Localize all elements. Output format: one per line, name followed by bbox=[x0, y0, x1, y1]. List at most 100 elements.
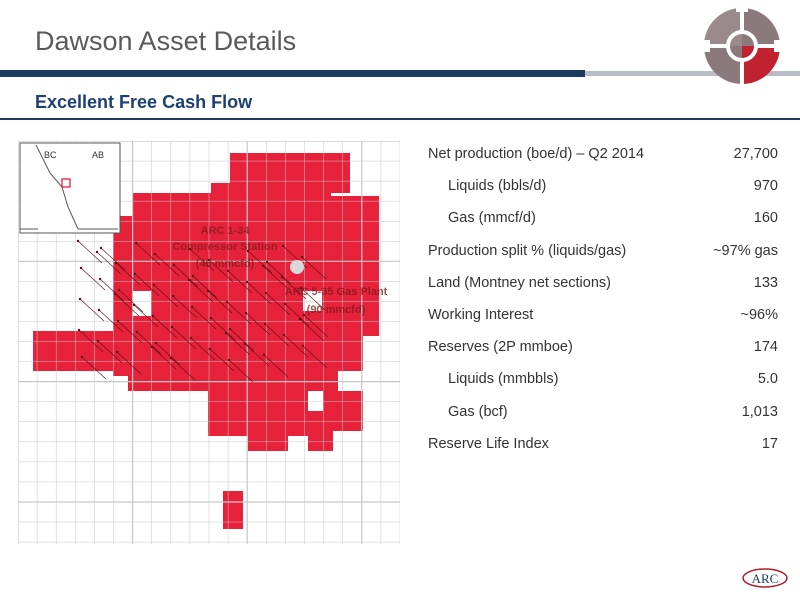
well-path bbox=[135, 242, 161, 266]
well-marker bbox=[281, 244, 285, 248]
stat-value: 27,700 bbox=[733, 146, 778, 162]
well-marker bbox=[189, 336, 193, 340]
well-path bbox=[266, 261, 292, 285]
well-marker bbox=[207, 258, 211, 262]
well-path bbox=[247, 250, 273, 274]
well-path bbox=[79, 298, 105, 322]
well-marker bbox=[151, 314, 155, 318]
well-marker bbox=[96, 339, 100, 343]
well-path bbox=[190, 337, 216, 361]
well-marker bbox=[191, 274, 195, 278]
stat-value: 160 bbox=[753, 210, 778, 227]
stat-label: Working Interest bbox=[428, 306, 534, 323]
well-marker bbox=[95, 250, 99, 254]
land-parcel bbox=[308, 411, 333, 451]
well-marker bbox=[133, 272, 137, 276]
arc-logo: ARC bbox=[742, 568, 788, 588]
svg-text:ARC 1-34: ARC 1-34 bbox=[201, 225, 251, 237]
well-marker bbox=[171, 294, 175, 298]
well-path bbox=[171, 326, 197, 350]
page-title: Dawson Asset Details bbox=[35, 26, 297, 56]
stat-row: Reserves (2P mmboe) 174 bbox=[428, 333, 778, 365]
well-marker bbox=[170, 325, 174, 329]
well-path bbox=[300, 287, 326, 311]
well-marker bbox=[134, 241, 138, 245]
land-holdings bbox=[33, 153, 379, 529]
well-path bbox=[302, 345, 328, 369]
well-path bbox=[246, 281, 272, 305]
well-path bbox=[117, 320, 143, 344]
well-path bbox=[226, 301, 252, 325]
stat-row: Net production (boe/d) – Q2 2014 27,700 bbox=[428, 140, 778, 172]
stat-row: Gas (bcf) 1,013 bbox=[428, 398, 778, 430]
svg-text:(45 mmcfd): (45 mmcfd) bbox=[196, 258, 255, 270]
well-marker bbox=[152, 283, 156, 287]
well-path bbox=[263, 354, 289, 378]
well-path bbox=[209, 348, 235, 372]
well-path bbox=[81, 356, 107, 380]
well-marker bbox=[153, 252, 157, 256]
gas-plant-marker bbox=[290, 260, 304, 274]
well-path bbox=[188, 279, 214, 303]
well-path bbox=[265, 292, 291, 316]
well-path bbox=[228, 359, 254, 383]
stat-label: Reserve Life Index bbox=[428, 435, 549, 452]
well-path bbox=[170, 357, 196, 381]
well-path bbox=[227, 270, 253, 294]
well-marker bbox=[190, 305, 194, 309]
well-path bbox=[284, 303, 310, 327]
well-path bbox=[172, 295, 198, 319]
stat-value: 133 bbox=[753, 274, 778, 291]
well-path bbox=[115, 262, 141, 286]
well-marker bbox=[262, 353, 266, 357]
land-gap bbox=[133, 291, 151, 316]
well-path bbox=[208, 259, 234, 283]
stat-row: Gas (mmcf/d) 160 bbox=[428, 204, 778, 236]
well-path bbox=[151, 346, 177, 370]
well-path bbox=[301, 256, 327, 280]
well-path bbox=[229, 328, 255, 352]
svg-text:(90 mmcfd): (90 mmcfd) bbox=[307, 304, 366, 316]
well-marker bbox=[172, 263, 176, 267]
well-path bbox=[189, 248, 215, 272]
stat-row: Liquids (bbls/d) 970 bbox=[428, 172, 778, 204]
well-path bbox=[134, 273, 160, 297]
well-path bbox=[283, 334, 309, 358]
well-path bbox=[96, 251, 122, 275]
land-map: BC AB ARC 1-34 Compressor Station (45 mm… bbox=[18, 141, 400, 544]
stat-value: 1,013 bbox=[741, 403, 778, 420]
stat-value: 5.0 bbox=[757, 371, 778, 388]
well-marker bbox=[264, 291, 268, 295]
well-path bbox=[78, 329, 104, 353]
well-path bbox=[133, 304, 159, 328]
stat-label: Reserves (2P mmboe) bbox=[428, 339, 573, 356]
well-path bbox=[77, 240, 103, 264]
well-marker bbox=[79, 266, 83, 270]
land-gap bbox=[303, 291, 322, 311]
land-parcel bbox=[223, 491, 243, 529]
stat-value: ~97% gas bbox=[713, 242, 778, 259]
well-marker bbox=[154, 341, 158, 345]
well-marker bbox=[225, 300, 229, 304]
stat-label: Net production (boe/d) – Q2 2014 bbox=[428, 146, 645, 162]
well-trajectories bbox=[76, 239, 329, 383]
well-path bbox=[80, 267, 106, 291]
stat-label: Gas (bcf) bbox=[448, 403, 508, 420]
well-marker bbox=[282, 333, 286, 337]
well-path bbox=[100, 247, 126, 271]
header-bar-grey bbox=[585, 71, 800, 76]
inset-label-ab: AB bbox=[92, 150, 104, 160]
well-path bbox=[192, 275, 218, 299]
well-marker bbox=[301, 344, 305, 348]
well-path bbox=[303, 314, 329, 338]
well-path bbox=[244, 343, 270, 367]
stat-row: Liquids (mmbbls) 5.0 bbox=[428, 365, 778, 397]
well-path bbox=[153, 284, 179, 308]
divider-line bbox=[0, 118, 800, 120]
well-marker bbox=[246, 249, 250, 253]
stat-row: Production split % (liquids/gas) ~97% gas bbox=[428, 237, 778, 269]
well-path bbox=[173, 264, 199, 288]
well-marker bbox=[227, 358, 231, 362]
well-path bbox=[299, 318, 325, 342]
well-marker bbox=[302, 313, 306, 317]
